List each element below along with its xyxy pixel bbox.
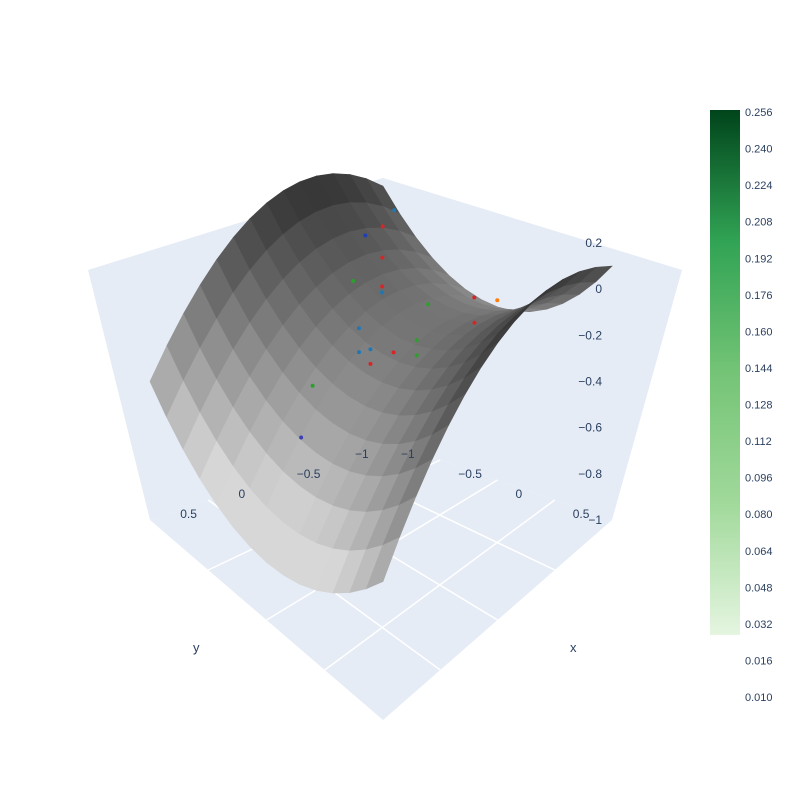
marker-point — [363, 233, 368, 238]
colorbar-tick-label: 0.010 — [745, 692, 773, 704]
marker-point — [380, 255, 385, 260]
marker-point — [426, 302, 431, 307]
z-tick-label: −1 — [588, 513, 602, 527]
scatter-markers[interactable] — [299, 208, 500, 440]
marker-point — [368, 347, 373, 352]
marker-point — [472, 295, 477, 300]
z-tick-label: −0.2 — [578, 328, 602, 342]
x-tick-label: −0.5 — [458, 467, 482, 481]
colorbar-tick-label: 0.032 — [745, 619, 773, 631]
colorbar-tick-label: 0.208 — [745, 217, 773, 229]
z-tick-label: 0 — [595, 282, 602, 296]
marker-point — [351, 279, 356, 284]
colorbar-tick-label: 0.016 — [745, 655, 773, 667]
marker-point — [391, 350, 396, 355]
z-tick-label: −0.8 — [578, 467, 602, 481]
marker-point — [414, 353, 419, 358]
colorbar-tick-label: 0.096 — [745, 473, 773, 485]
colorbar-tick-label: 0.224 — [745, 180, 773, 192]
marker-point — [356, 350, 361, 355]
surface-patch — [365, 537, 400, 590]
marker-point — [310, 383, 315, 388]
back-wall-right — [383, 178, 682, 520]
z-tick-label: 0.2 — [585, 236, 602, 250]
colorbar-tick-label: 0.128 — [745, 400, 773, 412]
marker-point — [472, 320, 477, 325]
marker-point — [356, 326, 361, 331]
x-tick-label: −1 — [401, 447, 415, 461]
marker-point — [495, 298, 500, 303]
x-tick-label: 0 — [516, 487, 523, 501]
y-tick-label: 0 — [239, 487, 246, 501]
colorbar-tick-label: 0.192 — [745, 253, 773, 265]
colorbar-tick-label: 0.176 — [745, 290, 773, 302]
grid-line-x — [324, 499, 556, 671]
marker-point — [392, 208, 397, 213]
colorbar — [710, 110, 740, 635]
colorbar-tick-label: 0.112 — [745, 436, 772, 448]
marker-point — [414, 338, 419, 343]
colorbar-tick-label: 0.160 — [745, 326, 773, 338]
surface-mesh[interactable] — [149, 173, 613, 594]
y-tick-label: −1 — [355, 447, 369, 461]
x-tick-label: 0.5 — [573, 507, 590, 521]
colorbar-tick-label: 0.064 — [745, 546, 773, 558]
marker-point — [380, 224, 385, 229]
z-tick-label: −0.6 — [578, 421, 602, 435]
colorbar-labels: 0.256 0.240 0.224 0.208 0.192 0.176 0.160 0.144… — [745, 107, 773, 704]
marker-point — [380, 284, 385, 289]
marker-point — [299, 435, 304, 440]
colorbar-tick-label: 0.240 — [745, 144, 773, 156]
colorbar-tick-label: 0.256 — [745, 107, 773, 119]
colorbar-tick-label: 0.080 — [745, 509, 773, 521]
axis-ticks: −1−0.500.5−1−0.500.5 −1−0.8−0.6−0.4−0.200… — [180, 236, 602, 527]
colorbar-tick-label: 0.048 — [745, 582, 773, 594]
y-tick-label: −0.5 — [297, 467, 321, 481]
marker-point — [380, 290, 385, 295]
colorbar-tick-label: 0.144 — [745, 363, 773, 375]
z-tick-label: −0.4 — [578, 375, 602, 389]
x-axis-title: x — [570, 640, 577, 655]
y-axis-title: y — [193, 640, 200, 655]
marker-point — [368, 361, 373, 366]
y-tick-label: 0.5 — [180, 507, 197, 521]
